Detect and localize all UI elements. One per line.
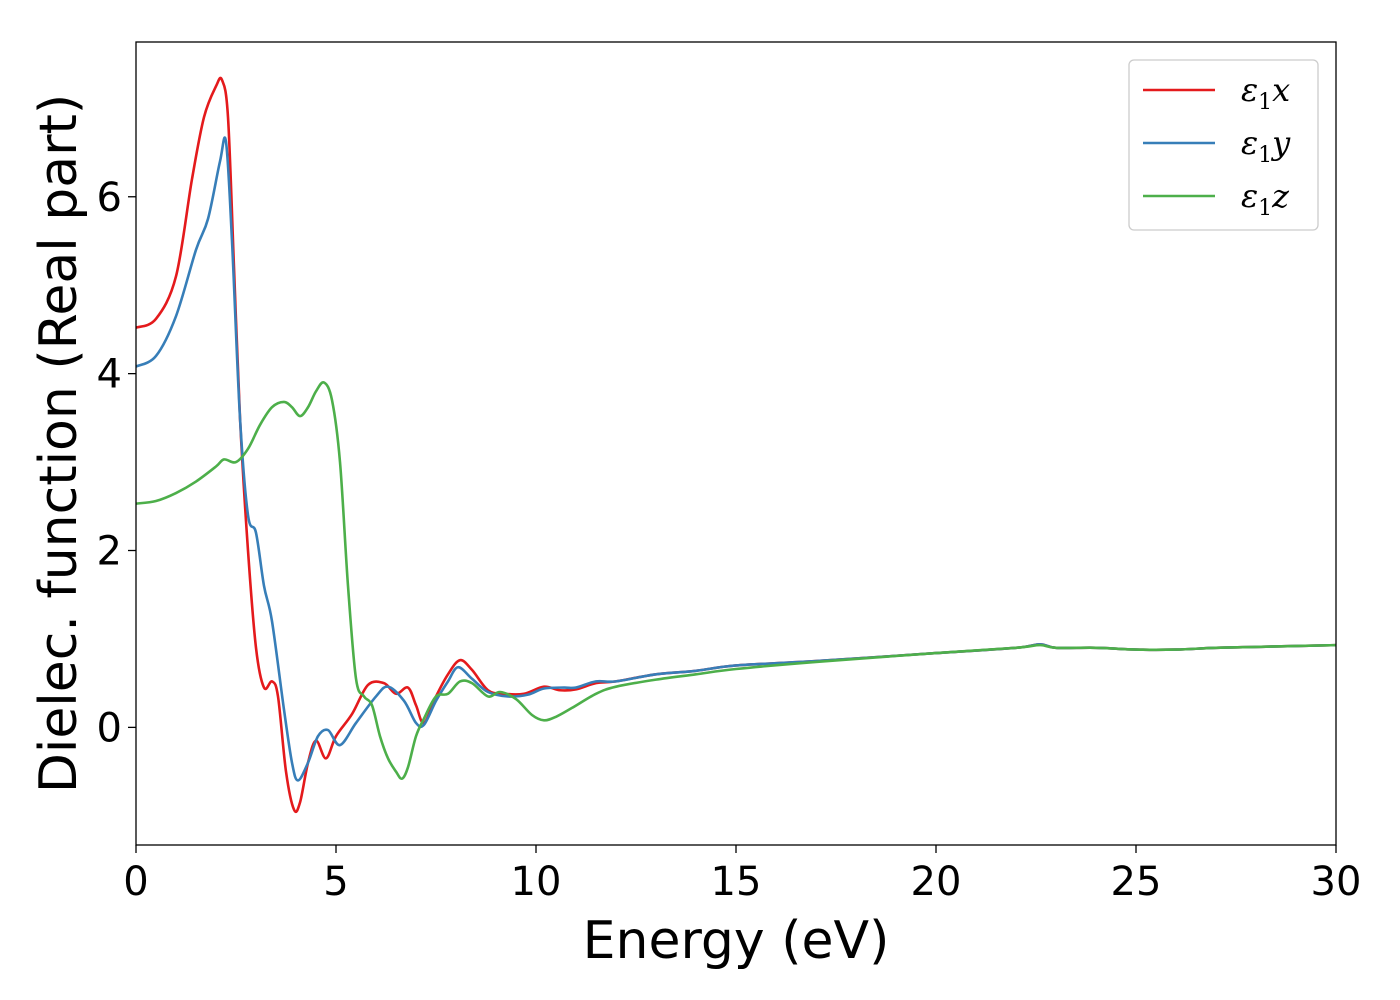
y-tick-label: 0 [97,705,122,751]
series-layer [135,76,1337,814]
x-tick-label: 15 [711,859,762,905]
legend-label-x: ε1x [1241,71,1290,115]
series-line-z [135,380,1337,781]
x-axis-label: Energy (eV) [583,911,890,971]
y-tick-label: 2 [97,529,122,575]
x-tick-label: 25 [1111,859,1162,905]
y-tick-label: 4 [97,352,122,398]
y-tick-label: 6 [97,175,122,221]
y-axis-label: Dielec. function (Real part) [29,94,89,793]
x-tick-label: 5 [323,859,348,905]
x-tick-label: 20 [911,859,962,905]
x-tick-label: 30 [1311,859,1362,905]
legend-label-z: ε1z [1241,177,1290,221]
legend-box [1128,59,1319,231]
legend: ε1x ε1y ε1z [1128,59,1319,231]
y-axis: 0 2 4 6 [97,175,136,751]
x-tick-label: 0 [123,859,148,905]
x-tick-label: 10 [511,859,562,905]
legend-label-y: ε1y [1241,124,1291,168]
x-axis: 0 5 10 15 20 25 30 [123,845,1361,905]
